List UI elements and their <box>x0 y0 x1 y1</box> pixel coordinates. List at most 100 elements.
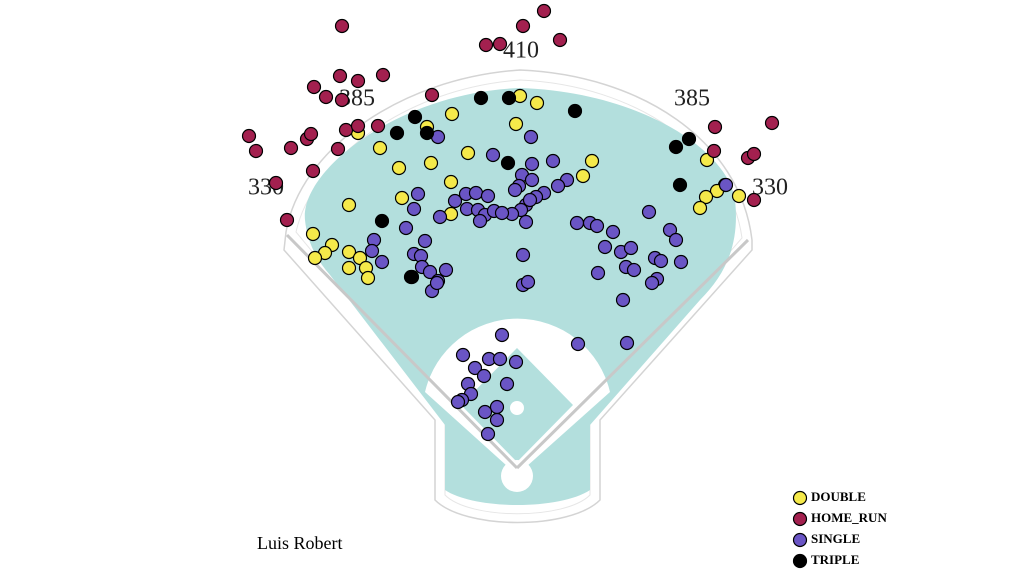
hit-point <box>626 262 642 278</box>
hit-point <box>619 335 635 351</box>
hit-point <box>330 141 346 157</box>
hit-point <box>492 351 508 367</box>
hit-point <box>480 188 496 204</box>
hit-point <box>731 188 747 204</box>
legend-label: SINGLE <box>811 531 860 546</box>
hit-point <box>478 37 494 53</box>
hit-point <box>307 250 323 266</box>
hit-point <box>746 146 762 162</box>
hit-point <box>489 399 505 415</box>
foul-line <box>515 238 750 470</box>
hit-point <box>332 68 348 84</box>
hit-point <box>370 118 386 134</box>
hit-point <box>350 118 366 134</box>
hit-point <box>569 215 585 231</box>
hit-point <box>692 200 708 216</box>
hit-point <box>364 243 380 259</box>
hit-point <box>605 224 621 240</box>
hit-point <box>429 275 445 291</box>
hit-point <box>443 174 459 190</box>
home-area <box>501 460 533 492</box>
hit-point <box>389 125 405 141</box>
hit-point <box>241 128 257 144</box>
hit-point <box>476 368 492 384</box>
hit-point <box>444 106 460 122</box>
hit-point <box>508 116 524 132</box>
hit-point <box>718 177 734 193</box>
hit-point <box>524 172 540 188</box>
hit-point <box>499 376 515 392</box>
hit-point <box>590 265 606 281</box>
hit-point <box>306 79 322 95</box>
hit-point <box>520 274 536 290</box>
points <box>241 3 780 442</box>
hit-point <box>480 426 496 442</box>
hit-point <box>334 92 350 108</box>
hit-point <box>615 292 631 308</box>
hit-point <box>494 205 510 221</box>
legend-swatch <box>792 511 808 527</box>
hit-point <box>673 254 689 270</box>
hit-point <box>394 190 410 206</box>
hit-point <box>424 87 440 103</box>
hit-point <box>764 115 780 131</box>
legend: DOUBLE HOME_RUN SINGLE TRIPLE <box>792 489 887 569</box>
hit-point <box>455 347 471 363</box>
hit-point <box>391 160 407 176</box>
legend-label: TRIPLE <box>811 552 859 567</box>
hit-point <box>410 186 426 202</box>
hit-point <box>545 153 561 169</box>
hit-point <box>668 232 684 248</box>
hit-point <box>489 412 505 428</box>
hit-point <box>472 213 488 229</box>
hit-point <box>422 264 438 280</box>
legend-swatch <box>792 490 808 506</box>
hit-point <box>706 143 722 159</box>
hit-point <box>653 253 669 269</box>
hit-point <box>305 226 321 242</box>
hit-point <box>398 220 414 236</box>
hit-point <box>248 143 264 159</box>
hit-point <box>681 131 697 147</box>
hit-point <box>406 201 422 217</box>
hit-point <box>550 178 566 194</box>
hit-point <box>341 244 357 260</box>
hit-point <box>698 189 714 205</box>
legend-swatch <box>792 532 808 548</box>
hit-point <box>374 213 390 229</box>
hit-point <box>450 394 466 410</box>
hit-point <box>468 185 484 201</box>
hit-point <box>460 145 476 161</box>
hit-point <box>334 18 350 34</box>
hit-point <box>584 153 600 169</box>
hit-point <box>432 209 448 225</box>
hit-point <box>672 177 688 193</box>
hit-point <box>268 175 284 191</box>
hit-point <box>500 155 516 171</box>
legend-label: HOME_RUN <box>811 510 887 525</box>
hit-point <box>522 192 538 208</box>
hit-point <box>338 122 354 138</box>
hit-point <box>375 67 391 83</box>
foul-line <box>285 233 519 470</box>
hit-point <box>477 404 493 420</box>
hit-point <box>552 32 568 48</box>
hit-point <box>283 140 299 156</box>
hit-point <box>303 126 319 142</box>
hit-point <box>341 260 357 276</box>
hit-point <box>494 327 510 343</box>
hit-point <box>518 214 534 230</box>
hit-point <box>707 119 723 135</box>
hit-point <box>372 140 388 156</box>
hit-point <box>508 354 524 370</box>
hit-point <box>529 95 545 111</box>
hit-point <box>279 212 295 228</box>
hit-point <box>485 147 501 163</box>
hit-point <box>523 129 539 145</box>
hit-point <box>536 3 552 19</box>
hit-point <box>668 139 684 155</box>
hit-point <box>374 254 390 270</box>
hit-point <box>524 156 540 172</box>
